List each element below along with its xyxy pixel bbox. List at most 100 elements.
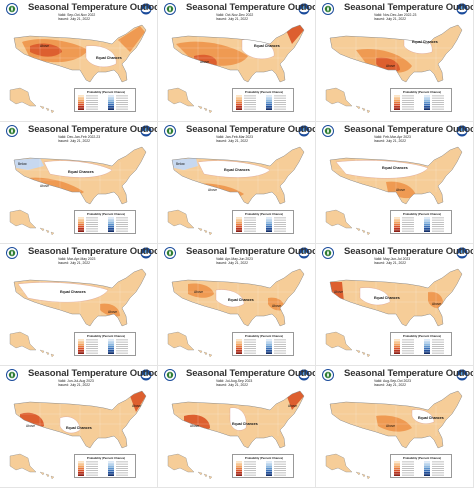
outlook-title: Seasonal Temperature Outlook: [28, 2, 158, 13]
legend-text-line: [432, 472, 444, 474]
legend-text-line: [402, 350, 414, 352]
legend-text-line: [86, 106, 98, 108]
us-map: [9, 146, 147, 236]
legend-swatch-below: [424, 97, 430, 99]
issued-date: Issued: July 21, 2022: [374, 383, 407, 387]
region-label: Equal Chances: [60, 290, 86, 294]
legend-text-line: [244, 346, 256, 347]
legend-text-line: [432, 224, 444, 225]
legend-swatch-above: [236, 219, 242, 221]
legend-text-line: [116, 217, 128, 219]
legend-swatch-above: [78, 343, 84, 346]
probability-legend: Probability (Percent Chance): [232, 210, 294, 234]
legend-text-line: [244, 470, 256, 471]
legend-text-line: [244, 106, 256, 108]
legend-text-line: [116, 468, 128, 469]
legend-swatches: [236, 95, 286, 110]
legend-swatch-below: [266, 106, 272, 108]
legend-text-line: [274, 470, 286, 471]
outlook-panel: Seasonal Temperature Outlook Valid: Jun-J…: [0, 366, 158, 488]
legend-text-line: [116, 102, 128, 103]
legend-text-line: [86, 228, 98, 230]
legend-swatches: [78, 217, 128, 232]
legend-swatch-below: [108, 103, 114, 106]
legend-swatch-below: [424, 108, 430, 110]
legend-text-line: [274, 108, 286, 110]
region-label: Equal Chances: [254, 44, 280, 48]
legend-swatch-above: [394, 230, 400, 232]
legend-text-line: [244, 228, 256, 230]
legend-text-line: [244, 468, 256, 469]
us-map: [167, 24, 305, 114]
legend-swatch-below: [108, 101, 114, 104]
legend-text-line: [432, 100, 444, 101]
legend-swatch-below: [266, 469, 272, 472]
legend-swatch-above: [394, 461, 400, 463]
region-label: Above: [272, 304, 282, 308]
legend-swatch-above: [78, 219, 84, 221]
region-label: Below: [176, 162, 185, 166]
legend-text-line: [432, 222, 444, 223]
legend-text-line: [244, 466, 256, 467]
legend-swatch-below: [424, 223, 430, 226]
legend-swatch-below: [424, 345, 430, 348]
legend-title: Probability (Percent Chance): [86, 334, 126, 338]
legend-text-line: [432, 219, 444, 221]
us-map: [325, 268, 463, 358]
legend-text-line: [116, 466, 128, 467]
legend-swatch-above: [394, 341, 400, 343]
legend-text-line: [402, 468, 414, 469]
legend-text-line: [432, 350, 444, 352]
legend-swatch-above: [236, 97, 242, 99]
legend-swatch-below: [108, 341, 114, 343]
legend-text-line: [274, 468, 286, 469]
valid-period: Valid: Feb-Mar-Apr 2023: [374, 135, 411, 139]
legend-swatch-below: [266, 99, 272, 102]
legend-swatch-below: [424, 217, 430, 219]
legend-text-line: [244, 224, 256, 225]
legend-swatch-above: [236, 352, 242, 354]
legend-swatch-below: [266, 350, 272, 352]
legend-swatch-above: [78, 108, 84, 110]
legend-swatch-above: [236, 228, 242, 230]
legend-swatch-above: [394, 219, 400, 221]
legend-swatch-above: [78, 465, 84, 468]
legend-swatches: [236, 339, 286, 354]
issued-date: Issued: July 21, 2022: [58, 17, 91, 21]
legend-swatch-below: [266, 474, 272, 476]
legend-swatch-below: [266, 341, 272, 343]
legend-swatch-above: [78, 95, 84, 97]
legend-text-line: [402, 346, 414, 347]
probability-legend: Probability (Percent Chance): [232, 454, 294, 478]
legend-text-line: [86, 352, 98, 354]
legend-text-line: [432, 108, 444, 110]
legend-text-line: [244, 217, 256, 219]
legend-text-line: [432, 466, 444, 467]
legend-swatch-above: [394, 108, 400, 110]
legend-text-line: [244, 97, 256, 99]
legend-swatch-below: [424, 228, 430, 230]
legend-text-line: [116, 219, 128, 221]
legend-text-line: [274, 97, 286, 99]
legend-text-line: [244, 348, 256, 349]
valid-period: Valid: Sep-Oct-Nov 2022: [58, 13, 96, 17]
noaa-logo-icon: [298, 246, 310, 264]
region-label: Above: [288, 404, 298, 408]
legend-swatch-above: [394, 225, 400, 228]
legend-swatch-above: [394, 99, 400, 102]
legend-text-line: [402, 100, 414, 101]
legend-swatch-below: [108, 95, 114, 97]
probability-legend: Probability (Percent Chance): [390, 88, 452, 112]
outlook-panel: Seasonal Temperature Outlook Valid: Aug-S…: [316, 366, 474, 488]
probability-legend: Probability (Percent Chance): [390, 332, 452, 356]
valid-period: Valid: Aug-Sep-Oct 2023: [374, 379, 412, 383]
legend-swatch-below: [266, 101, 272, 104]
legend-swatch-below: [424, 341, 430, 343]
legend-swatch-above: [236, 461, 242, 463]
legend-swatch-above: [78, 228, 84, 230]
legend-swatch-below: [266, 103, 272, 106]
legend-text-line: [432, 104, 444, 105]
legend-text-line: [402, 466, 414, 467]
legend-swatch-above: [78, 339, 84, 341]
legend-swatch-below: [266, 230, 272, 232]
